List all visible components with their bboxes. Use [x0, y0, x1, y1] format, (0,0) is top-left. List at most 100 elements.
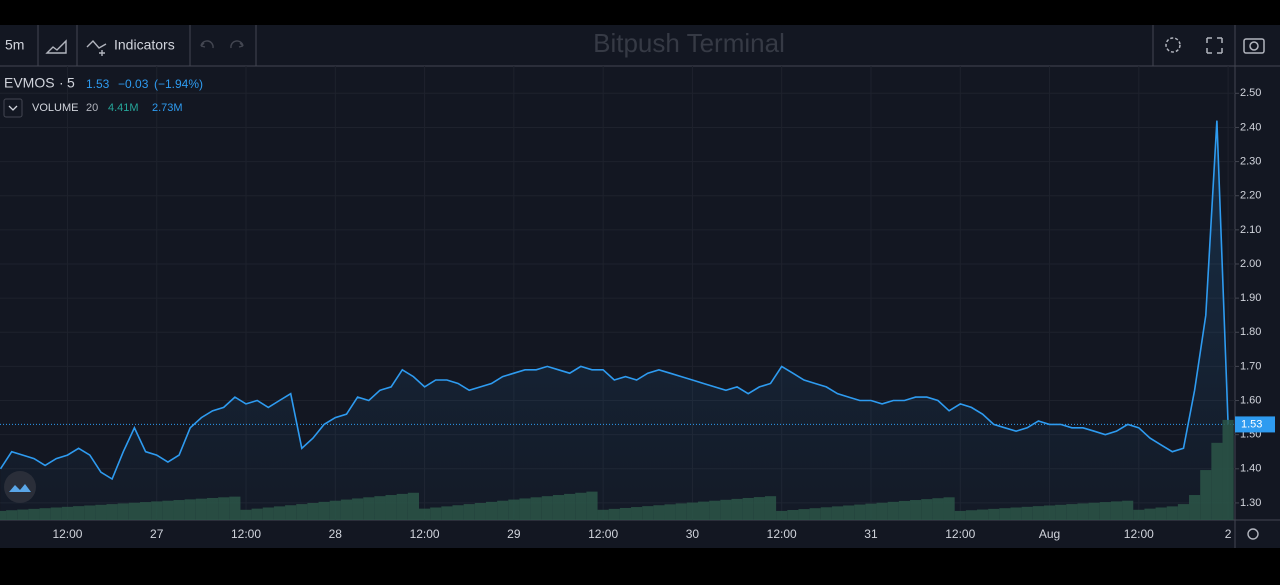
volume-bar	[39, 508, 51, 520]
volume-bar	[173, 500, 185, 520]
volume-bar	[329, 500, 341, 520]
volume-bar	[764, 496, 777, 520]
volume-bar	[240, 509, 252, 520]
volume-bar	[195, 498, 207, 520]
volume-bar	[854, 504, 866, 520]
x-tick-label: 12:00	[767, 527, 797, 541]
axis-settings-icon[interactable]	[1247, 528, 1259, 540]
volume-bar	[73, 506, 85, 520]
volume-bar	[17, 509, 29, 520]
volume-bar	[374, 496, 386, 520]
toolbar-title: Bitpush Terminal	[593, 28, 785, 58]
volume-bar	[162, 500, 174, 520]
volume-bar	[731, 498, 743, 520]
volume-bar	[1077, 503, 1089, 520]
volume-bar	[698, 501, 710, 520]
indicators-button[interactable]: Indicators	[114, 37, 175, 53]
volume-bar	[999, 508, 1011, 520]
price-line	[0, 120, 1229, 481]
collapse-button[interactable]	[3, 98, 23, 118]
logo-badge[interactable]	[4, 471, 36, 503]
y-tick-label: 1.30	[1240, 497, 1261, 509]
volume-bar	[296, 504, 308, 520]
legend-symbol: EVMOS	[4, 75, 55, 91]
legend-change: −0.03	[118, 77, 149, 91]
volume-bar	[6, 510, 18, 520]
volume-bar	[1010, 507, 1022, 520]
volume-bar	[463, 504, 475, 520]
y-tick-label: 2.10	[1240, 224, 1261, 236]
volume-bar	[251, 508, 263, 520]
volume-bar	[1055, 504, 1067, 520]
volume-bar	[1066, 504, 1078, 520]
volume-bar	[898, 500, 911, 520]
y-tick-label: 2.30	[1240, 155, 1261, 167]
volume-bar	[452, 505, 464, 520]
collapse-icon	[8, 105, 18, 111]
x-tick-label: 12:00	[410, 527, 440, 541]
volume-bar	[910, 500, 922, 520]
volume-bar	[820, 507, 832, 520]
legend-change-pct: (−1.94%)	[154, 77, 203, 91]
volume-bar	[1088, 502, 1100, 520]
logo-icon	[9, 484, 31, 492]
volume-bar	[318, 501, 330, 520]
volume-bar	[61, 506, 74, 520]
volume-bar	[965, 510, 977, 520]
volume-bar	[340, 499, 353, 520]
volume-bar	[0, 510, 7, 520]
x-tick-label: 12:00	[52, 527, 82, 541]
fullscreen-icon[interactable]	[1206, 37, 1223, 54]
volume-bar	[865, 503, 877, 520]
volume-bar	[1200, 470, 1212, 520]
volume-bar	[943, 497, 955, 520]
redo-icon[interactable]	[230, 40, 244, 49]
volume-bar	[497, 500, 509, 520]
volume-bar	[1211, 442, 1223, 520]
last-price-label: 1.53	[1241, 418, 1262, 430]
undo-icon[interactable]	[200, 40, 214, 49]
volume-legend-last: 4.41M	[108, 102, 139, 114]
interval-button[interactable]: 5m	[5, 37, 24, 53]
volume-bar	[184, 499, 196, 520]
volume-bar	[1122, 500, 1134, 520]
price-area	[0, 120, 1229, 520]
volume-bar	[887, 501, 899, 520]
volume-bar	[28, 508, 40, 520]
volume-bar	[485, 501, 498, 520]
top-band	[0, 0, 1280, 25]
snapshot-icon[interactable]	[1243, 38, 1265, 54]
volume-bar	[307, 502, 319, 520]
volume-bar	[441, 506, 453, 520]
last-price-badge	[1235, 416, 1275, 433]
chart-type-icon[interactable]	[45, 39, 67, 54]
bottom-band	[0, 548, 1280, 585]
y-tick-label: 2.40	[1240, 121, 1261, 133]
volume-bar	[787, 510, 799, 520]
volume-bar	[809, 508, 821, 520]
volume-bar	[419, 508, 431, 520]
volume-bar	[1043, 505, 1056, 520]
volume-bar	[1189, 495, 1201, 520]
volume-bar	[541, 496, 553, 520]
x-tick-label: Aug	[1039, 527, 1060, 541]
settings-icon[interactable]	[1165, 37, 1181, 53]
volume-bar	[709, 500, 721, 520]
volume-bar	[1155, 507, 1167, 520]
volume-bar	[385, 495, 397, 520]
volume-bar	[519, 498, 531, 520]
volume-bar	[1110, 501, 1123, 520]
volume-bar	[798, 509, 810, 520]
indicators-icon[interactable]	[86, 39, 107, 56]
volume-bar	[597, 509, 609, 520]
volume-bar	[1222, 419, 1234, 520]
x-tick-label: 12:00	[1124, 527, 1154, 541]
volume-bar	[262, 507, 274, 520]
y-tick-label: 1.40	[1240, 463, 1261, 475]
volume-bar	[140, 502, 152, 520]
volume-bar	[106, 504, 118, 520]
volume-bar	[631, 507, 643, 520]
volume-bar	[229, 496, 241, 520]
volume-bar	[843, 505, 855, 520]
